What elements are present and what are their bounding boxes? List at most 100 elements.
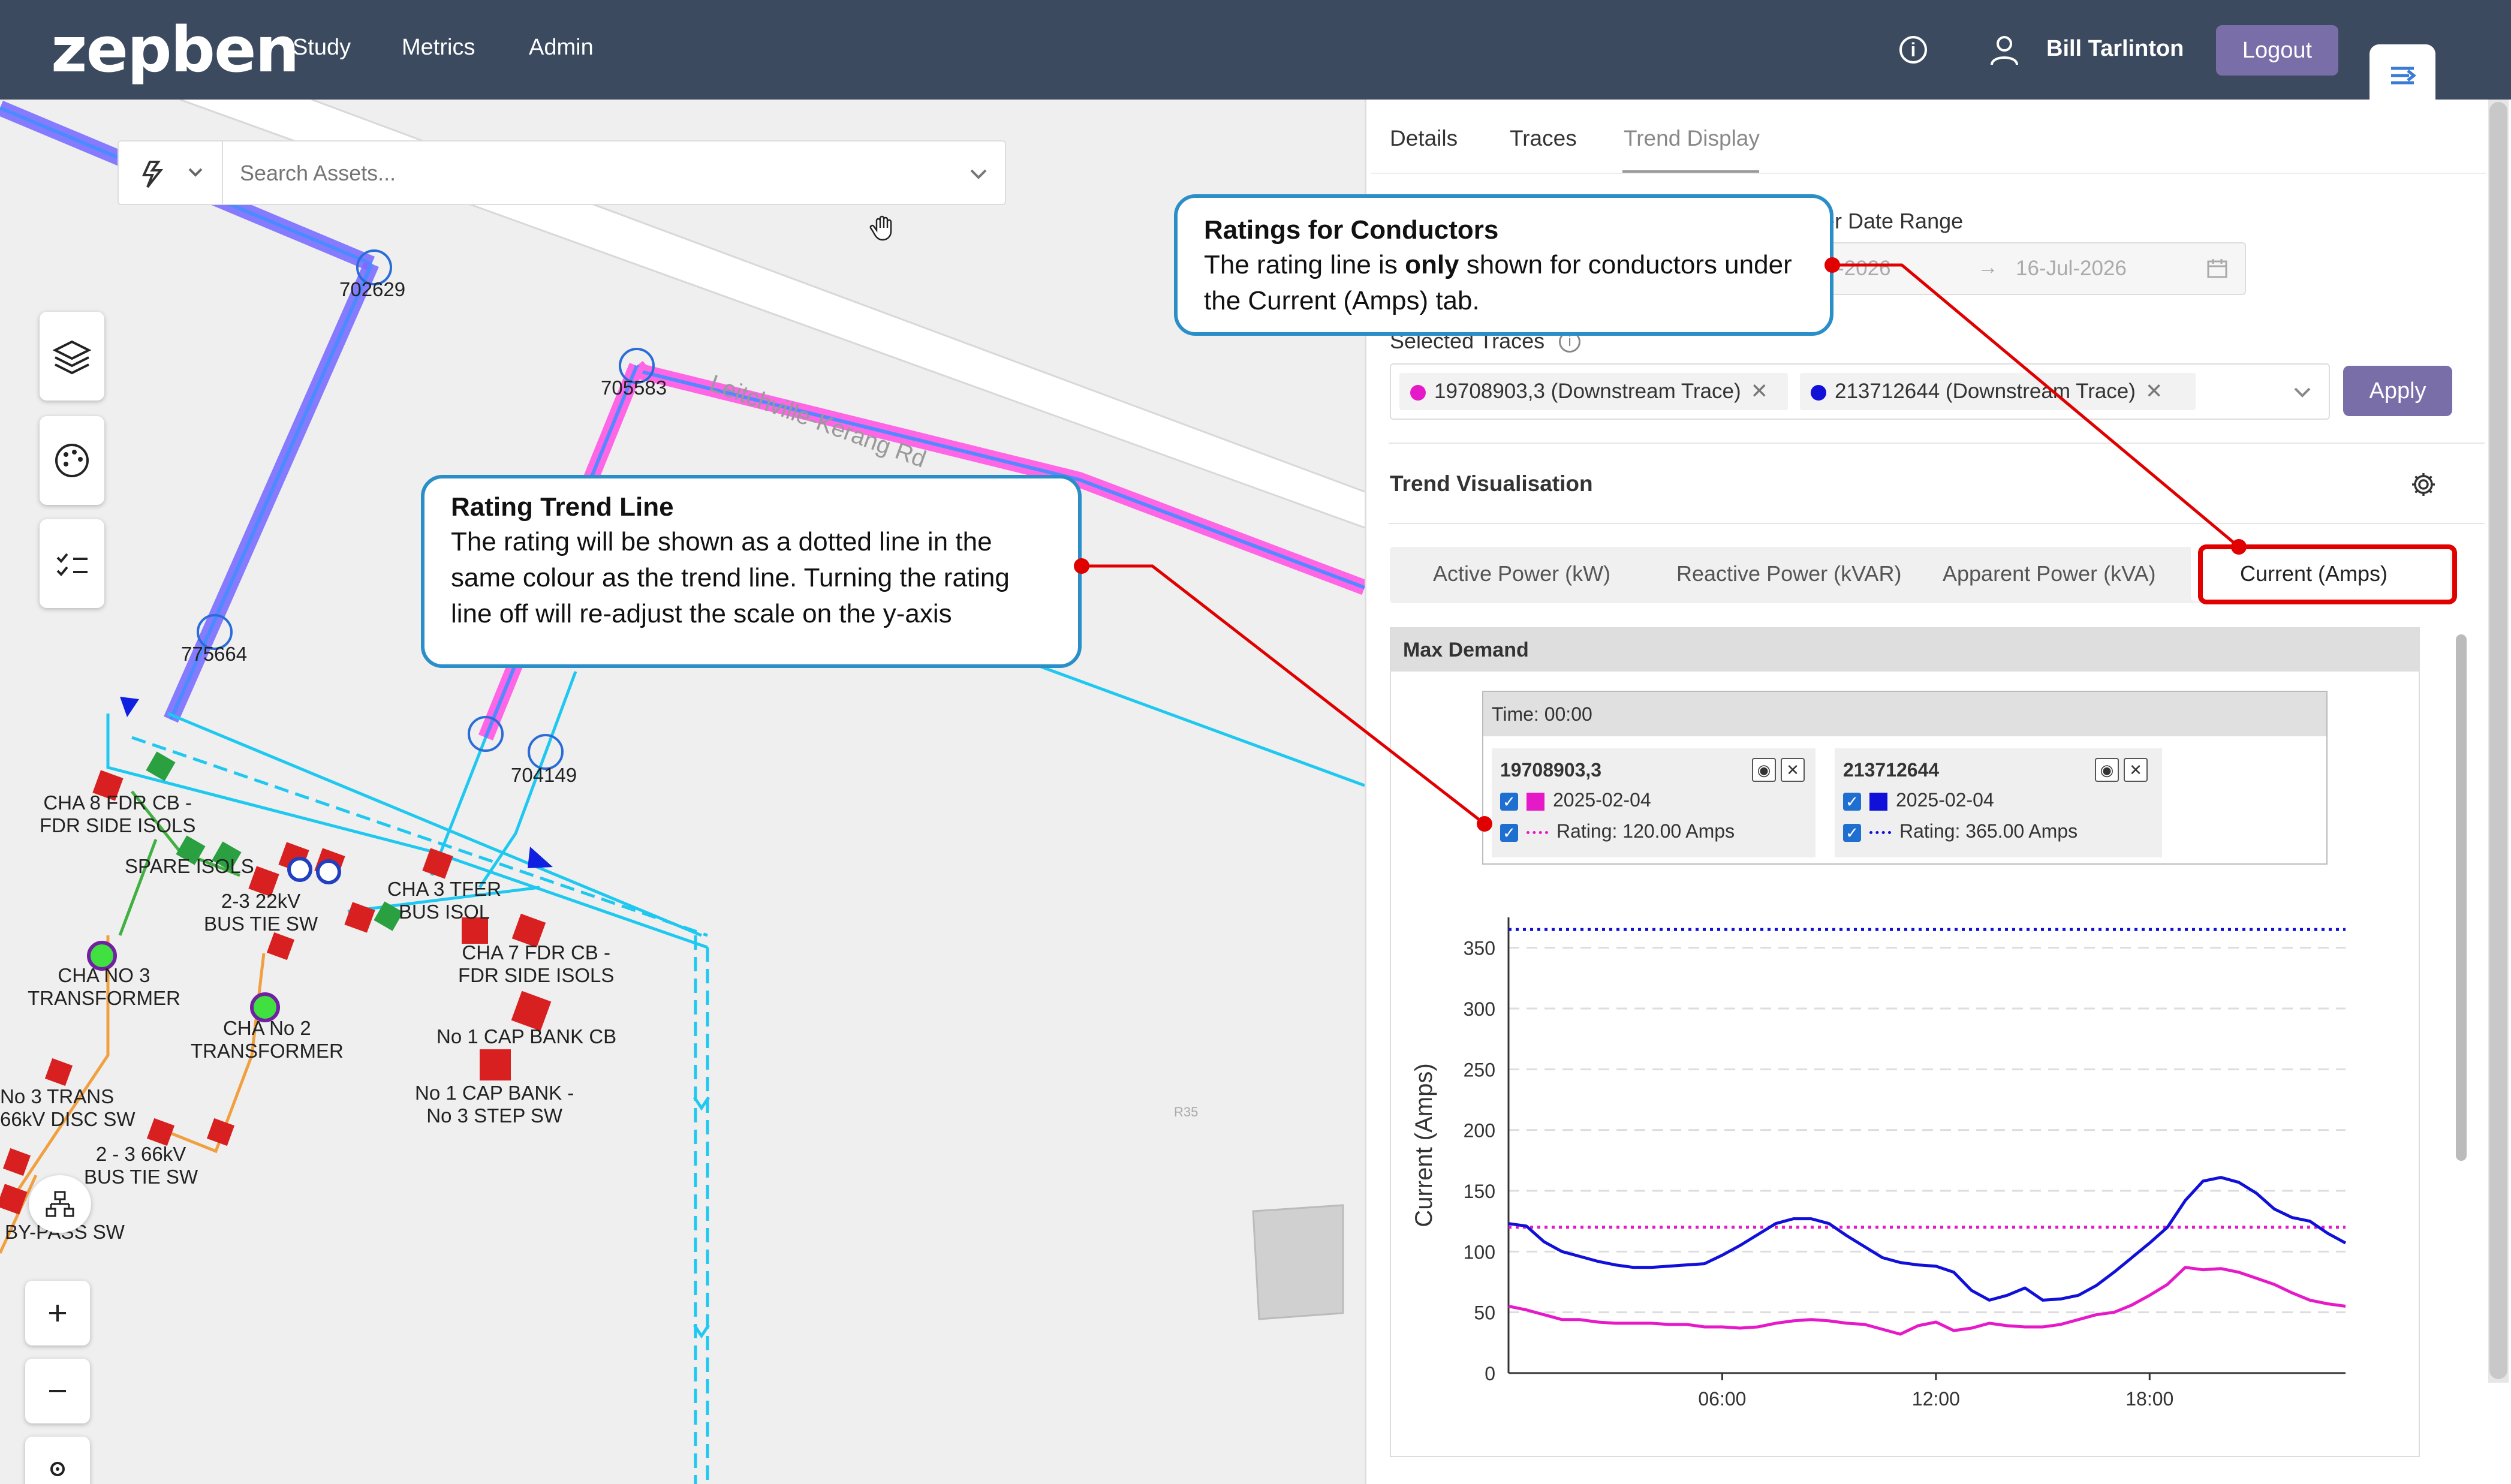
hierarchy-button[interactable] — [29, 1175, 91, 1233]
tab-details[interactable]: Details — [1390, 126, 1458, 150]
tab-trend-display[interactable]: Trend Display — [1624, 126, 1760, 150]
rating-checkbox[interactable]: ✓ — [1500, 823, 1518, 842]
metric-tab-reactive-power[interactable]: Reactive Power (kVAR) — [1676, 561, 1902, 586]
x-tick-label: 12:00 — [1912, 1388, 1960, 1410]
remove-trace-icon[interactable]: ✕ — [2145, 380, 2163, 403]
calendar-icon[interactable] — [2205, 257, 2229, 281]
eye-icon[interactable]: ◉ — [2095, 758, 2119, 782]
label-cha-no2-transformer: CHA No 2 TRANSFORMER — [191, 1017, 344, 1062]
active-tab-indicator — [1622, 170, 1759, 173]
user-icon[interactable] — [1989, 35, 2019, 66]
metric-tab-active-power[interactable]: Active Power (kW) — [1433, 561, 1611, 586]
label-cha8-fdr-cb: CHA 8 FDR CB - FDR SIDE ISOLS — [40, 791, 196, 836]
map-canvas — [0, 100, 1365, 1484]
callout-rating-trend-line: Rating Trend Line The rating will be sho… — [421, 475, 1082, 668]
close-icon[interactable]: ✕ — [2124, 758, 2148, 782]
label-cha3-tfer: CHA 3 TFER BUS ISOL — [387, 878, 502, 923]
tooltip-card-name: 19708903,3 — [1500, 759, 1602, 781]
layers-button[interactable] — [40, 312, 104, 401]
label-cap-bank-step-sw: No 1 CAP BANK - No 3 STEP SW — [415, 1082, 574, 1127]
series-checkbox[interactable]: ✓ — [1843, 792, 1861, 811]
date-end-value: 16-Jul-2026 — [2016, 257, 2127, 280]
zoom-out-button[interactable] — [25, 1359, 90, 1423]
tab-divider — [1371, 173, 2486, 174]
search-filter-dropdown[interactable] — [119, 142, 223, 204]
trace-color-dot — [1811, 384, 1826, 401]
rating-line-swatch — [1527, 831, 1548, 835]
hierarchy-icon — [46, 1191, 74, 1217]
label-bus-tie-66kv: 2 - 3 66kV BUS TIE SW — [84, 1143, 198, 1188]
panel-toggle-button[interactable] — [2370, 44, 2435, 104]
x-tick-label: 18:00 — [2125, 1388, 2173, 1410]
asset-search-bar — [118, 140, 1006, 205]
logout-button[interactable]: Logout — [2216, 25, 2338, 76]
chevron-down-icon[interactable] — [967, 162, 990, 186]
y-tick-label: 100 — [1464, 1241, 1495, 1263]
checklist-button[interactable] — [40, 519, 104, 608]
trace-chip-213712644[interactable]: 213712644 (Downstream Trace) ✕ — [1800, 373, 2196, 410]
locate-button[interactable] — [25, 1437, 90, 1484]
label-cap-bank-cb: No 1 CAP BANK CB — [436, 1025, 617, 1047]
style-button[interactable] — [40, 416, 104, 505]
rating-checkbox[interactable]: ✓ — [1843, 823, 1861, 842]
remove-trace-icon[interactable]: ✕ — [1750, 380, 1768, 403]
series-line — [1508, 1176, 2347, 1302]
trace-chip-19708903[interactable]: 19708903,3 (Downstream Trace) ✕ — [1399, 373, 1788, 410]
callout-title: Ratings for Conductors — [1204, 215, 1499, 245]
date-range-label: er Date Range — [1823, 209, 1964, 233]
series-checkbox[interactable]: ✓ — [1500, 792, 1518, 811]
nav-metrics[interactable]: Metrics — [402, 35, 475, 60]
y-tick-label: 0 — [1485, 1363, 1495, 1384]
nav-study[interactable]: Study — [293, 35, 351, 60]
panel-scrollbar-thumb[interactable] — [2489, 102, 2507, 1379]
metric-tab-apparent-power[interactable]: Apparent Power (kVA) — [1943, 561, 2156, 586]
tab-traces[interactable]: Traces — [1510, 126, 1577, 150]
node-label-704149: 704149 — [511, 764, 577, 786]
label-cha7-fdr-cb: CHA 7 FDR CB - FDR SIDE ISOLS — [458, 941, 615, 986]
zepben-logo: zepben — [51, 13, 300, 86]
node-label-702629: 702629 — [339, 278, 406, 300]
y-tick-label: 350 — [1464, 938, 1495, 959]
callout-body-part: The rating line is — [1204, 250, 1405, 279]
plus-icon — [49, 1305, 66, 1322]
label-spare-isols: SPARE ISOLS — [125, 855, 254, 877]
callout-body-part: shown for conductors under the Current (… — [1204, 250, 1792, 315]
date-start-value: -2026 — [1837, 257, 1891, 280]
nav-admin[interactable]: Admin — [529, 35, 594, 60]
y-tick-label: 300 — [1464, 998, 1495, 1020]
asset-search-input[interactable] — [240, 158, 959, 188]
network-map[interactable]: 702629 705583 775664 704149 Leitchville-… — [0, 100, 1365, 1484]
label-cha-no3-transformer: CHA NO 3 TRANSFORMER — [28, 964, 180, 1009]
chart-scrollbar[interactable] — [2456, 634, 2467, 1161]
current-trend-chart[interactable]: 0 50 100 150 200 250 300 350 06:00 12:00 18:00 Curr… — [1397, 899, 2368, 1427]
zoom-in-button[interactable] — [25, 1281, 90, 1345]
close-icon[interactable]: ✕ — [1781, 758, 1805, 782]
trend-visualisation-label: Trend Visualisation — [1390, 471, 1593, 496]
selected-traces-select[interactable]: 19708903,3 (Downstream Trace) ✕ 213712644… — [1390, 363, 2330, 420]
callout-title: Rating Trend Line — [451, 492, 674, 522]
checklist-icon — [56, 553, 88, 576]
user-name: Bill Tarlinton — [2046, 36, 2184, 61]
node-label-775664: 775664 — [181, 643, 248, 665]
info-icon[interactable]: i — [1899, 36, 1927, 64]
eye-icon[interactable]: ◉ — [1752, 758, 1776, 782]
trace-color-dot — [1410, 384, 1426, 401]
tooltip-time: Time: 00:00 — [1483, 692, 2326, 736]
rating-value: Rating: 120.00 Amps — [1556, 820, 1735, 842]
apply-button[interactable]: Apply — [2343, 366, 2452, 416]
callout-body: The rating line is only shown for conduc… — [1204, 247, 1804, 319]
hand-cursor-icon — [869, 215, 892, 241]
tooltip-card-name: 213712644 — [1843, 759, 1940, 781]
arrow-right-icon: → — [1977, 255, 1998, 279]
trace-chip-label: 213712644 (Downstream Trace) — [1835, 380, 2136, 403]
date-range-picker[interactable]: -2026 → 16-Jul-2026 — [1814, 242, 2246, 295]
gear-icon[interactable] — [2409, 470, 2438, 499]
series-swatch — [1527, 792, 1544, 811]
y-axis-label: Current (Amps) — [1411, 1063, 1437, 1227]
chevron-down-icon[interactable] — [2290, 380, 2314, 404]
metric-tab-current[interactable]: Current (Amps) — [2240, 561, 2388, 586]
label-bus-tie-22kv: 2-3 22kV BUS TIE SW — [204, 890, 318, 935]
series-date: 2025-02-04 — [1896, 789, 1994, 811]
node-label-705583: 705583 — [601, 377, 667, 399]
